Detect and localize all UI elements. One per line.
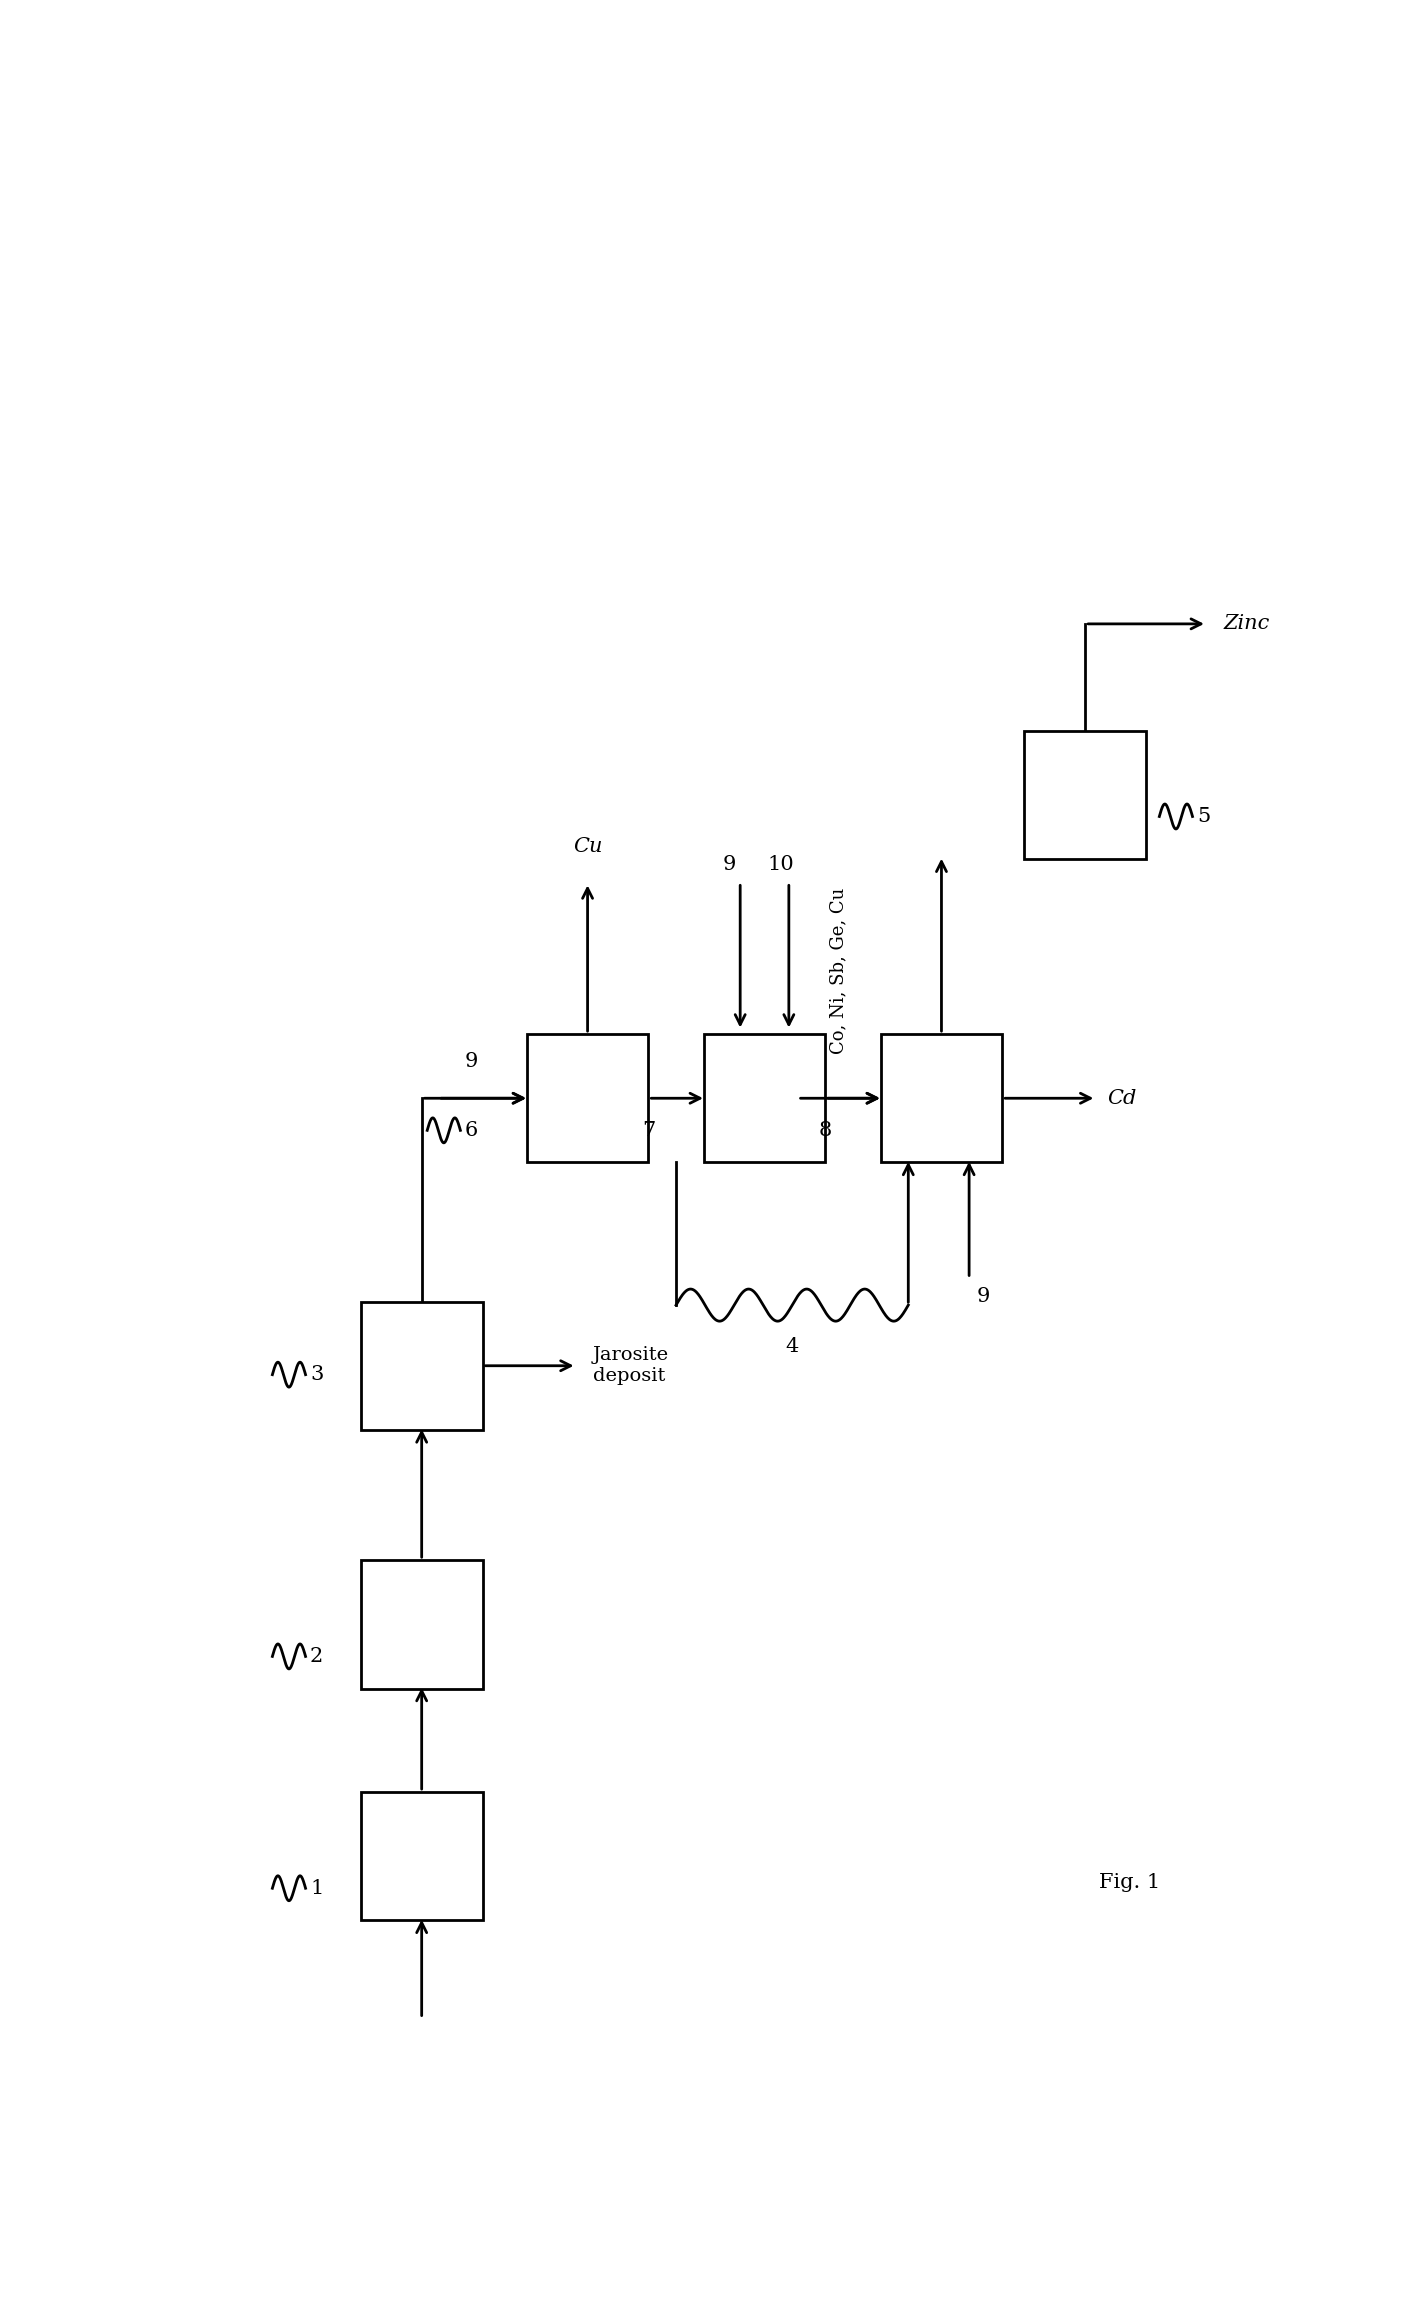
Text: Cu: Cu (572, 836, 602, 855)
Bar (704, 1033, 825, 1163)
Text: Co, Ni, Sb, Ge, Cu: Co, Ni, Sb, Ge, Cu (829, 887, 848, 1054)
Text: Fig. 1: Fig. 1 (1099, 1874, 1160, 1892)
Text: 5: 5 (1197, 806, 1210, 827)
Text: 3: 3 (310, 1364, 324, 1385)
Text: 4: 4 (785, 1336, 799, 1357)
Bar (1025, 732, 1146, 859)
Bar (361, 1561, 482, 1688)
Text: 1: 1 (310, 1878, 324, 1897)
Bar (361, 1302, 482, 1429)
Text: 8: 8 (819, 1121, 832, 1139)
Text: 7: 7 (642, 1121, 655, 1139)
Bar (880, 1033, 1002, 1163)
Text: 9: 9 (465, 1051, 478, 1072)
Text: Jarosite
deposit: Jarosite deposit (594, 1346, 669, 1385)
Bar (527, 1033, 648, 1163)
Text: Zinc: Zinc (1223, 614, 1270, 632)
Text: Cd: Cd (1107, 1089, 1137, 1107)
Text: 2: 2 (310, 1647, 324, 1665)
Text: 6: 6 (465, 1121, 478, 1139)
Text: 9: 9 (722, 855, 736, 873)
Bar (361, 1793, 482, 1920)
Text: 9: 9 (977, 1288, 990, 1306)
Text: 10: 10 (768, 855, 795, 873)
